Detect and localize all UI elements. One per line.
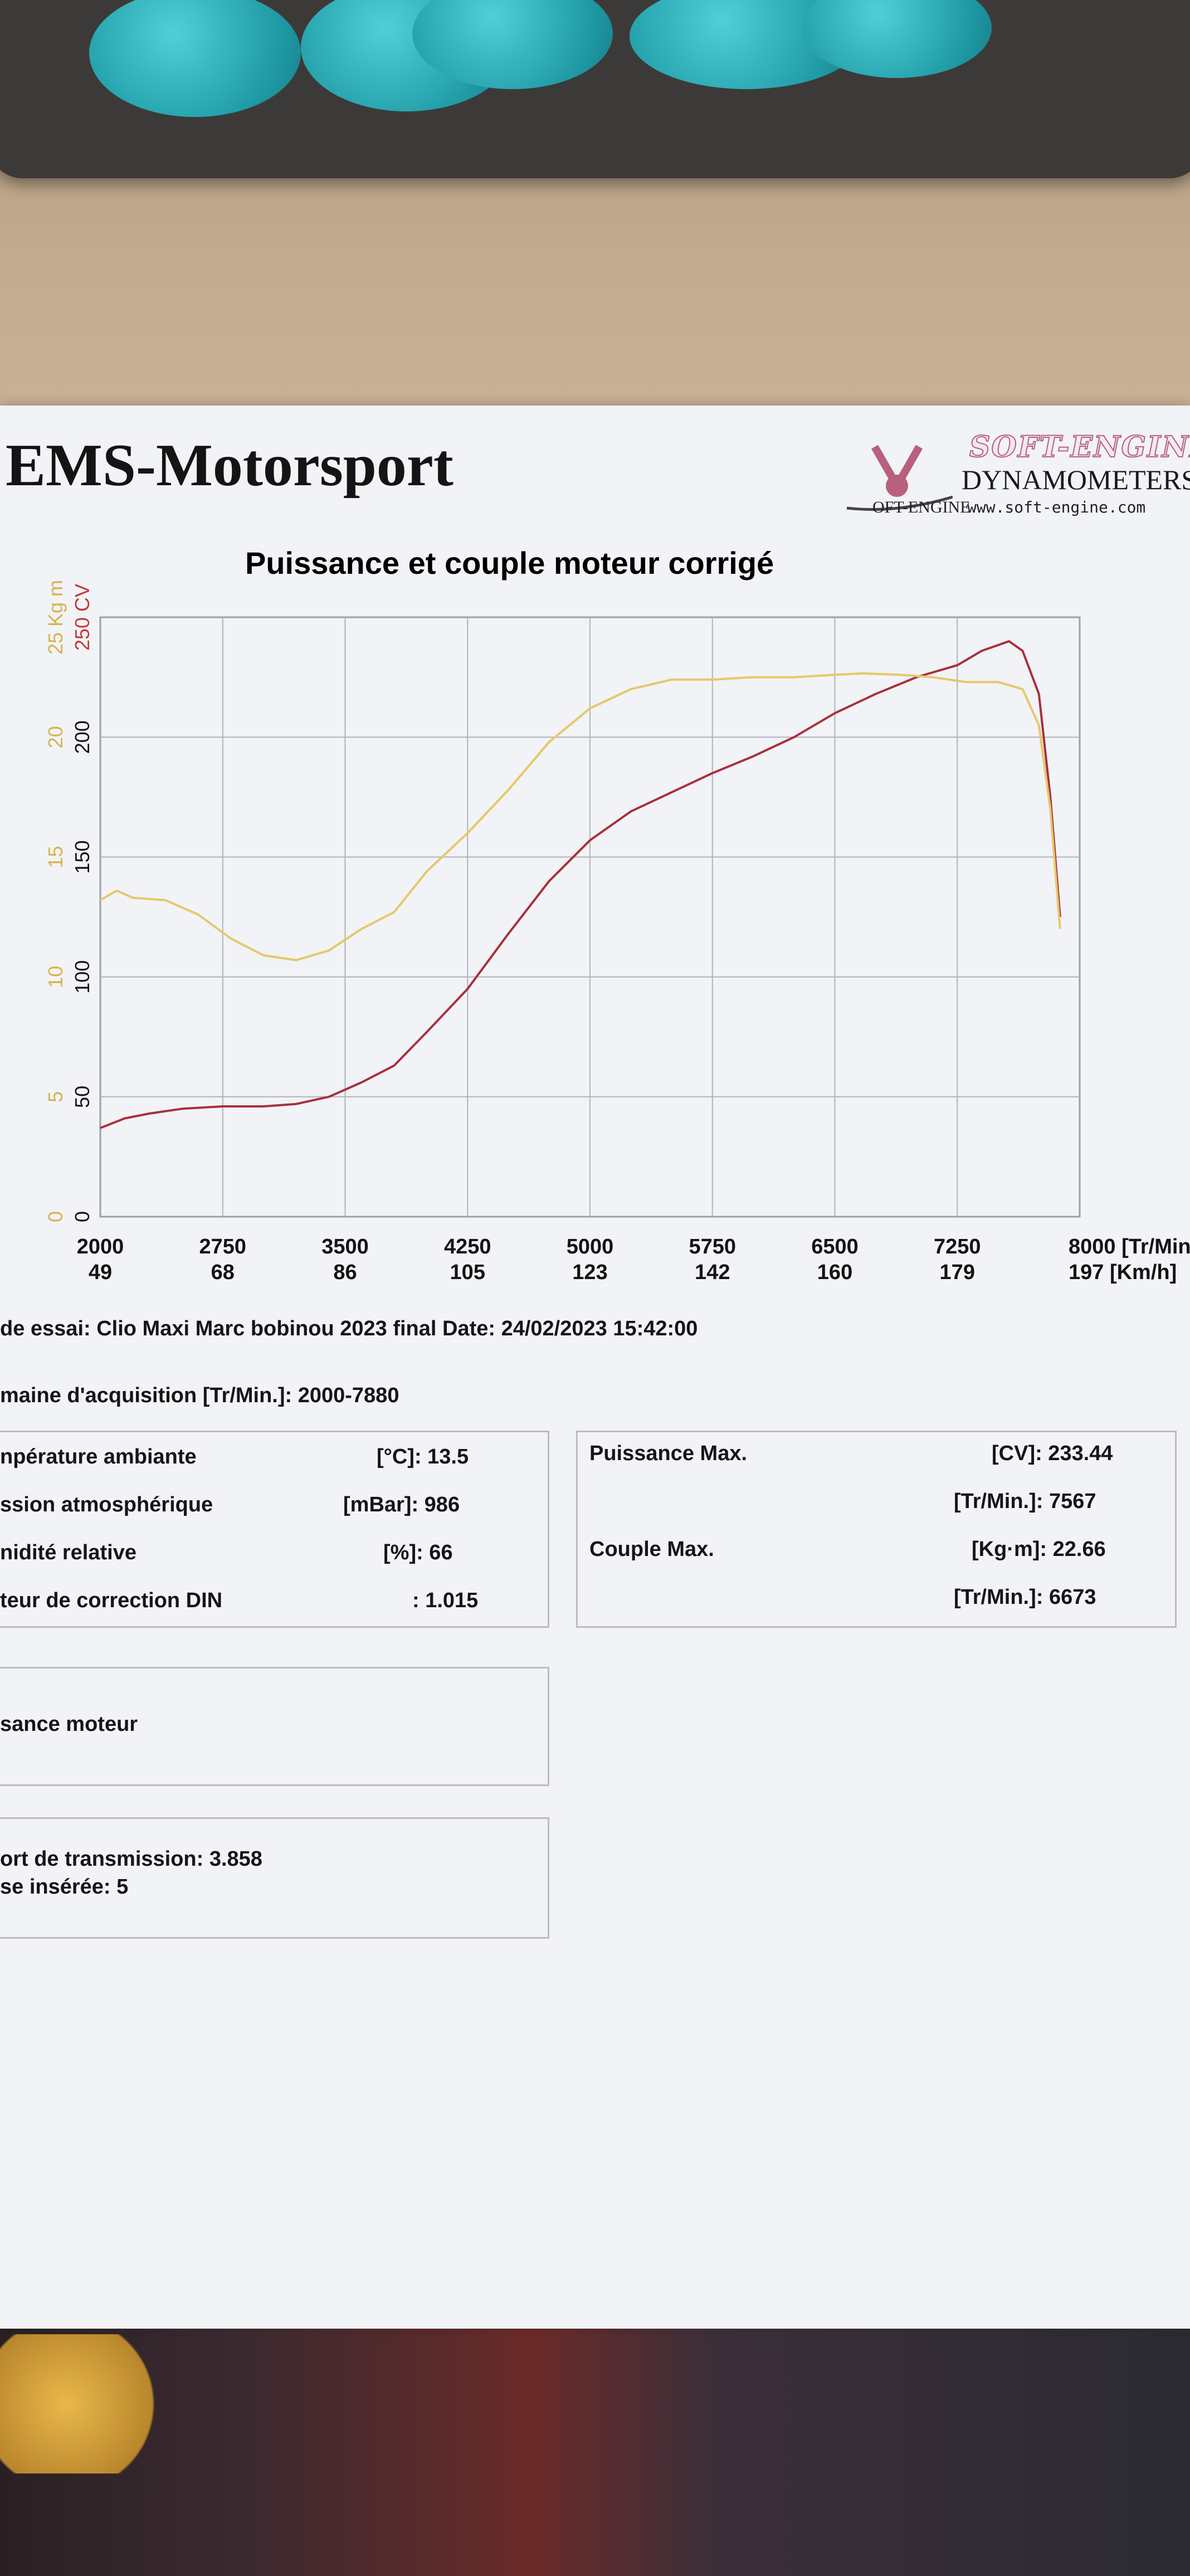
x-tick-speed: 123 <box>572 1261 607 1284</box>
torque-max-rpm: [Tr/Min.]: 6673 <box>954 1585 1096 1609</box>
condition-label-humidity: nidité relative <box>0 1541 136 1564</box>
y-tick-kgm: 0 <box>44 1211 67 1222</box>
company-title: EMS-Motorsport <box>6 432 453 499</box>
power-max-value: [CV]: 233.44 <box>992 1442 1113 1465</box>
y-tick-kgm: 5 <box>44 1091 67 1102</box>
x-tick-rpm: 2000 <box>77 1235 124 1258</box>
y-tick-cv: 250 CV <box>71 584 94 651</box>
y-tick-cv: 200 <box>71 720 94 754</box>
x-tick-rpm: 8000 [Tr/Min.] <box>1069 1235 1190 1258</box>
x-tick-rpm: 5750 <box>689 1235 736 1258</box>
condition-value-din: : 1.015 <box>412 1589 479 1612</box>
x-tick-speed: 86 <box>333 1261 357 1284</box>
x-tick-rpm: 6500 <box>811 1235 859 1258</box>
baking-tray <box>0 0 1190 178</box>
condition-label-pressure: ssion atmosphérique <box>0 1493 213 1516</box>
brand-name: SOFT-ENGINE <box>969 430 1190 465</box>
macaron <box>802 0 992 78</box>
y-tick-cv: 50 <box>71 1086 94 1108</box>
x-tick-speed: 49 <box>89 1261 112 1284</box>
x-tick-speed: 142 <box>695 1261 730 1284</box>
transmission-box <box>0 1817 549 1939</box>
brand-abbr: OFT-ENGINE <box>872 498 970 516</box>
brand-logo: SOFT-ENGINE DYNAMOMETERS OFT-ENGINE www.… <box>830 430 1190 541</box>
y-tick-cv: 0 <box>71 1211 94 1222</box>
test-info-line: de essai: Clio Maxi Marc bobinou 2023 fi… <box>0 1317 698 1340</box>
torque-max-value: [Kg·m]: 22.66 <box>972 1538 1106 1561</box>
dyno-sheet: EMS-Motorsport SOFT-ENGINE DYNAMOMETERS … <box>0 406 1190 2329</box>
x-tick-rpm: 3500 <box>321 1235 369 1258</box>
torque-max-label: Couple Max. <box>589 1538 714 1561</box>
x-tick-speed: 68 <box>211 1261 235 1284</box>
brand-url: www.soft-engine.com <box>967 498 1146 516</box>
y-tick-kgm: 10 <box>44 966 67 988</box>
power-max-rpm: [Tr/Min.]: 7567 <box>954 1490 1096 1513</box>
condition-value-humidity: [%]: 66 <box>383 1541 453 1564</box>
mode-label: sance moteur <box>0 1713 138 1736</box>
condition-value-temp: [°C]: 13.5 <box>377 1445 469 1468</box>
chart-title: Puissance et couple moteur corrigé <box>245 545 774 580</box>
x-tick-speed: 105 <box>450 1261 485 1284</box>
transmission-ratio: ort de transmission: 3.858 <box>0 1847 262 1871</box>
y-tick-cv: 150 <box>71 840 94 874</box>
floor-background <box>0 2329 1190 2576</box>
mode-box <box>0 1667 549 1786</box>
macaron <box>89 0 301 117</box>
condition-label-din: teur de correction DIN <box>0 1589 223 1612</box>
yellow-cloth <box>0 2334 167 2473</box>
condition-value-pressure: [mBar]: 986 <box>343 1493 460 1516</box>
power-max-label: Puissance Max. <box>589 1442 748 1465</box>
y-tick-kgm: 15 <box>44 846 67 868</box>
torque-curve <box>99 672 1061 962</box>
engine-logo-icon <box>846 445 953 511</box>
x-tick-rpm: 5000 <box>567 1235 614 1258</box>
x-tick-rpm: 4250 <box>444 1235 491 1258</box>
brand-subtitle: DYNAMOMETERS <box>962 464 1190 495</box>
x-tick-speed: 179 <box>940 1261 975 1284</box>
macaron <box>412 0 613 89</box>
x-tick-speed: 160 <box>817 1261 852 1284</box>
y-tick-kgm: 20 <box>44 726 67 748</box>
gear-engaged: se insérée: 5 <box>0 1875 129 1899</box>
y-tick-cv: 100 <box>71 960 94 994</box>
maxima-box <box>576 1431 1177 1628</box>
x-tick-rpm: 2750 <box>199 1235 246 1258</box>
y-tick-kgm: 25 Kg m <box>44 580 67 655</box>
conditions-box <box>0 1431 549 1628</box>
power-torque-chart: 2000492750683500864250105500012357501426… <box>44 580 1190 1284</box>
acquisition-range: maine d'acquisition [Tr/Min.]: 2000-7880 <box>0 1384 399 1407</box>
power-curve <box>100 640 1061 1129</box>
x-tick-speed: 197 [Km/h] <box>1069 1261 1177 1284</box>
condition-label-temp: npérature ambiante <box>0 1445 197 1468</box>
x-tick-rpm: 7250 <box>934 1235 981 1258</box>
